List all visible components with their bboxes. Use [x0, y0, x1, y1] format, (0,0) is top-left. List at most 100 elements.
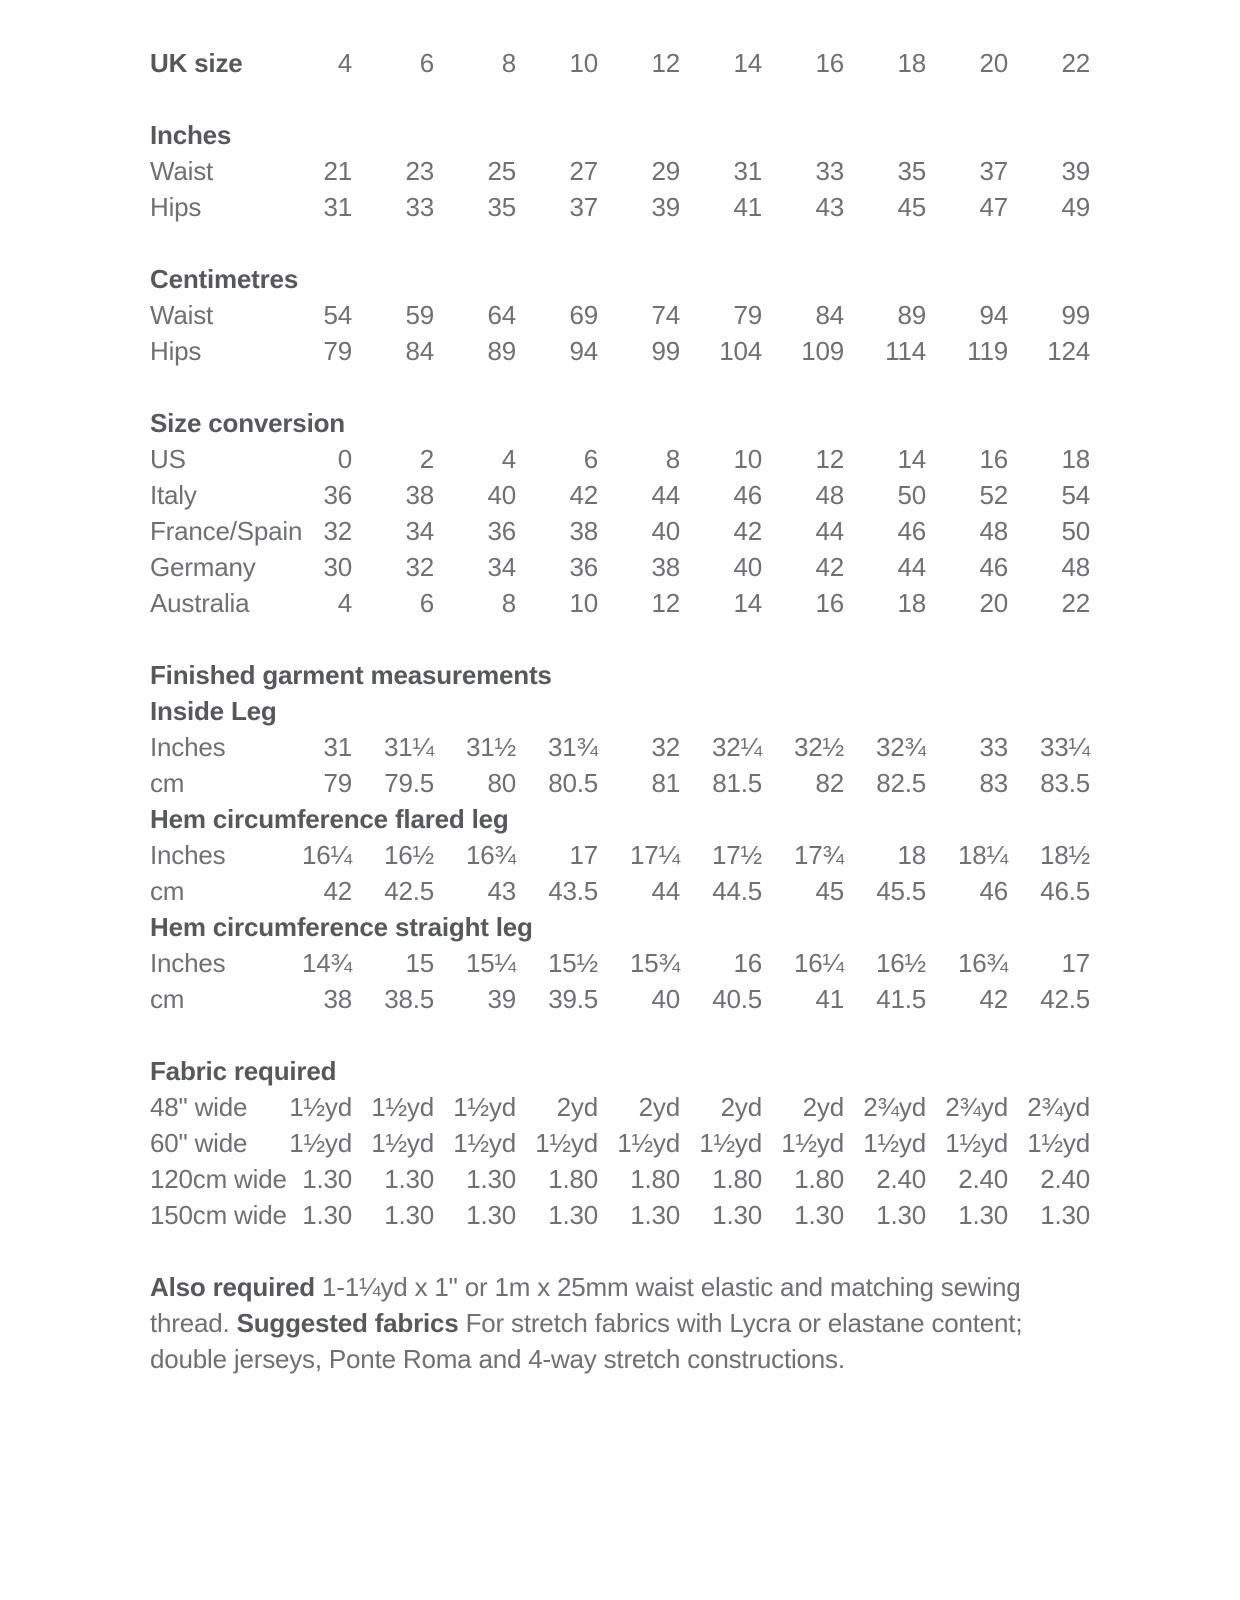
cell: 83.5 [1040, 768, 1090, 798]
cell: 94 [979, 300, 1008, 330]
cell: 104 [719, 336, 762, 366]
cell: 32 [323, 516, 352, 546]
row-label: 150cm wide [150, 1200, 287, 1230]
table-row: 60" wide 1½yd 1½yd 1½yd 1½yd 1½yd 1½yd 1½yd 1½yd… [150, 1125, 1240, 1161]
row-label: Hips [150, 192, 202, 222]
cell: 23 [405, 156, 434, 186]
cell: 32¾ [875, 732, 926, 762]
cell: 119 [967, 336, 1008, 366]
notes-segment: For stretch fabrics with Lycra or elasta… [150, 1308, 1023, 1374]
cell: 33 [405, 192, 434, 222]
cell: 44 [815, 516, 844, 546]
cell: 40 [651, 984, 680, 1014]
cell: 80 [487, 768, 516, 798]
cell: 42 [323, 876, 352, 906]
cell: 14¾ [301, 948, 352, 978]
cell: 1½yd [371, 1092, 434, 1122]
cell: 46 [979, 876, 1008, 906]
row-label: Waist [150, 156, 214, 186]
cell: 54 [1061, 480, 1090, 510]
cell: 17¾ [793, 840, 844, 870]
cell: 16½ [383, 840, 434, 870]
cell: 16 [815, 588, 844, 618]
table-row: 48" wide 1½yd 1½yd 1½yd 2yd 2yd 2yd 2yd 2¾yd 2¾yd… [150, 1089, 1240, 1125]
cell: 1½yd [863, 1128, 926, 1158]
cell: 15¼ [465, 948, 516, 978]
cell: 40.5 [712, 984, 762, 1014]
cell: 40 [733, 552, 762, 582]
cell: 1½yd [289, 1128, 352, 1158]
row-label: Australia [150, 588, 250, 618]
notes-segment: 1-1¼yd x 1" or 1m x 25mm waist elastic a… [150, 1272, 1021, 1338]
cell: 38 [569, 516, 598, 546]
cell: 2 [419, 444, 434, 474]
table-row: Inches 31 31¼ 31½ 31¾ 32 32¼ 32½ 32¾ 33 33¼ [150, 729, 1240, 765]
cell: 45 [897, 192, 926, 222]
cell: 44 [897, 552, 926, 582]
table-row: Hips 79 84 89 94 99 104 109 114 119 124 [150, 333, 1240, 369]
row-label: 48" wide [150, 1092, 248, 1122]
table-row: cm 38 38.5 39 39.5 40 40.5 41 41.5 42 42.5 [150, 981, 1240, 1017]
row-label: France/Spain [150, 516, 303, 546]
cell: 2.40 [876, 1164, 926, 1194]
cell: 43 [487, 876, 516, 906]
cell: 54 [323, 300, 352, 330]
cell: 39.5 [548, 984, 598, 1014]
cell: 48 [1061, 552, 1090, 582]
cell: 29 [651, 156, 680, 186]
table-row: Waist 21 23 25 27 29 31 33 35 37 39 [150, 153, 1240, 189]
cell: 12 [815, 444, 844, 474]
cell: 50 [897, 480, 926, 510]
cell: 18 [1061, 444, 1090, 474]
cell: 99 [651, 336, 680, 366]
row-label: US [150, 444, 186, 474]
cell: 1½yd [781, 1128, 844, 1158]
cell: 15½ [547, 948, 598, 978]
cell: 1.30 [302, 1200, 352, 1230]
section: Centimetres Waist 54 59 64 69 74 79 84 89 94 99 Hips… [150, 261, 1240, 369]
cell: 124 [1047, 336, 1090, 366]
cell: 45 [815, 876, 844, 906]
cell: 49 [1061, 192, 1090, 222]
cell: 50 [1061, 516, 1090, 546]
cell: 32 [405, 552, 434, 582]
cell: 94 [569, 336, 598, 366]
cell: 2.40 [958, 1164, 1008, 1194]
cell: 1½yd [617, 1128, 680, 1158]
section-title: Centimetres [150, 264, 299, 294]
cell: 1.30 [876, 1200, 926, 1230]
cell: 1.30 [630, 1200, 680, 1230]
cell: 79.5 [384, 768, 434, 798]
cell: 46 [733, 480, 762, 510]
row-label: Inches [150, 840, 226, 870]
cell: 31 [323, 732, 352, 762]
cell: 17½ [711, 840, 762, 870]
cell: 35 [487, 192, 516, 222]
cell: 1.30 [466, 1200, 516, 1230]
cell: 31¼ [383, 732, 434, 762]
cell: 15 [405, 948, 434, 978]
cell: 79 [733, 300, 762, 330]
cell: 39 [1061, 156, 1090, 186]
table-row: Inches 16¼ 16½ 16¾ 17 17¼ 17½ 17¾ 18 18¼ 18½ [150, 837, 1240, 873]
cell: 17¼ [629, 840, 680, 870]
cell: 2¾yd [1027, 1092, 1090, 1122]
cell: 34 [487, 552, 516, 582]
subsection-title: Hem circumference flared leg [150, 804, 509, 834]
row-label: Hips [150, 336, 202, 366]
size-chart-table: UK size 4 6 8 10 12 14 16 18 20 22 Inches Waist 21 23 2… [150, 45, 1240, 1233]
cell: 44 [651, 876, 680, 906]
cell: 32 [651, 732, 680, 762]
cell: 39 [487, 984, 516, 1014]
cell: 64 [487, 300, 516, 330]
cell: 48 [979, 516, 1008, 546]
cell: 32½ [793, 732, 844, 762]
section: Finished garment measurements Inside Leg I… [150, 657, 1240, 1017]
cell: 43.5 [548, 876, 598, 906]
cell: 16¼ [301, 840, 352, 870]
section: Fabric required 48" wide 1½yd 1½yd 1½yd 2yd 2y… [150, 1053, 1240, 1233]
cell: 40 [487, 480, 516, 510]
cell: 1.80 [630, 1164, 680, 1194]
cell: 25 [487, 156, 516, 186]
cell: 79 [323, 336, 352, 366]
